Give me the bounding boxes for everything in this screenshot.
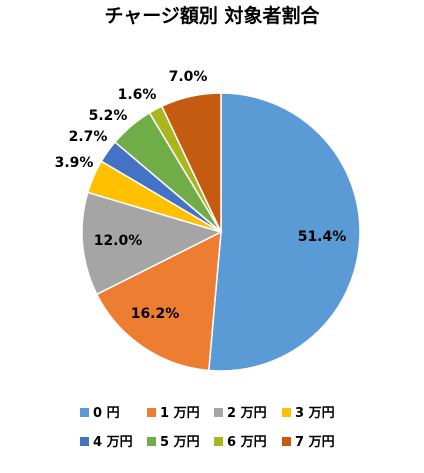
legend-entry-label: 3 万円 (295, 406, 335, 421)
legend-swatch (147, 408, 156, 417)
pie-slice (81, 191, 224, 296)
legend-entry-label: 5 万円 (160, 435, 200, 450)
legend-entry-label: 4 万円 (93, 435, 133, 450)
slice-value-label: 2.7% (69, 129, 108, 145)
legend-entry-label: 2 万円 (227, 406, 267, 421)
legend-entry-label: 6 万円 (227, 435, 267, 450)
slice-value-label: 12.0% (94, 233, 143, 249)
legend-entry-label: 1 万円 (160, 406, 200, 421)
chart-title: チャージ額別 対象者割合 (104, 4, 320, 27)
slice-value-label: 16.2% (131, 306, 180, 322)
pie-slice (207, 92, 361, 372)
legend-swatch (147, 437, 156, 446)
slice-value-label: 7.0% (169, 69, 208, 85)
slice-labels: 51.4% 16.2% 12.0% 3.9% 2.7% 5.2% 1.6% 7.0% (55, 69, 347, 322)
slice-value-label: 51.4% (298, 229, 347, 245)
pie-slices (81, 92, 361, 372)
legend-entry-label: 7 万円 (295, 435, 335, 450)
legend-swatch (214, 408, 223, 417)
legend-swatch (80, 437, 89, 446)
pie-slice (95, 230, 222, 372)
legend-swatch (80, 408, 89, 417)
slice-value-label: 3.9% (55, 155, 94, 171)
legend-swatch (214, 437, 223, 446)
legend-entry-label: 0 円 (93, 406, 120, 421)
slice-value-label: 1.6% (118, 87, 157, 103)
legend-swatch (282, 437, 291, 446)
legend-swatch (282, 408, 291, 417)
slice-value-label: 5.2% (89, 108, 128, 124)
legend: 0 円 1 万円 2 万円 3 万円 4 万円 5 万円 6 万円 7 万円 (80, 406, 335, 450)
pie-slice (160, 92, 222, 233)
